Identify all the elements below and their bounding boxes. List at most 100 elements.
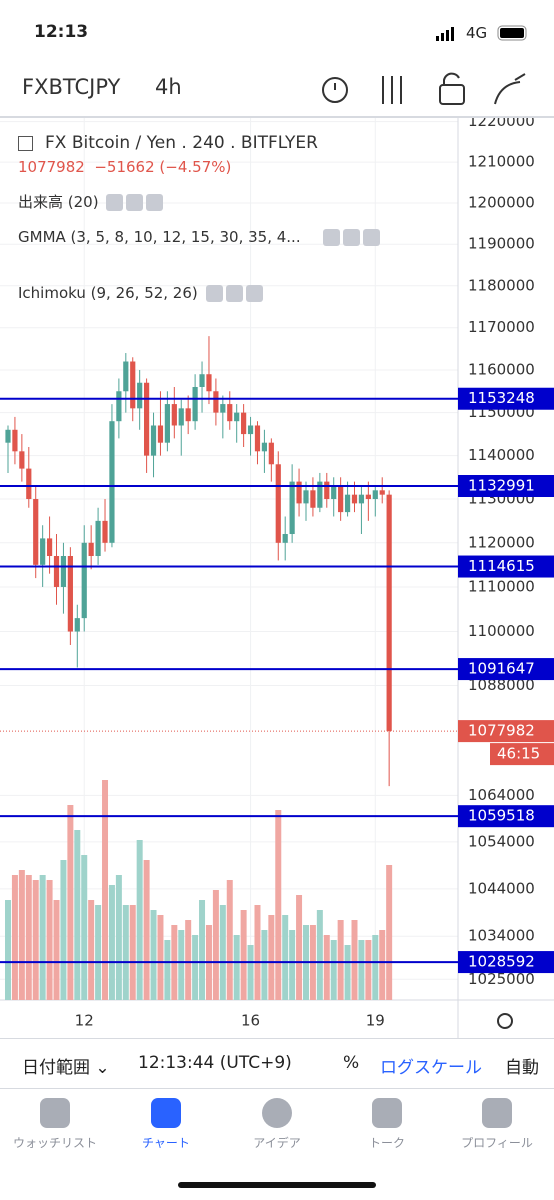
candle-body [144, 382, 150, 456]
candle-body [261, 442, 268, 452]
legend-price: 1077982 [18, 158, 85, 176]
volume-bar [185, 920, 192, 1000]
volume-bar [219, 905, 226, 1000]
volume-bar [199, 900, 206, 1000]
candle-body [296, 481, 302, 504]
last-price-label: 1077982 [468, 722, 535, 740]
tab-label: アイデア [253, 1136, 301, 1150]
candle-body [102, 520, 108, 543]
volume-bar [192, 935, 199, 1000]
volume-bar [164, 940, 171, 1000]
volume-bar [372, 935, 379, 1000]
candle-body [5, 429, 11, 443]
candle-body [247, 425, 254, 435]
volume-bar [226, 880, 233, 1000]
volume-bar [386, 865, 393, 1000]
candle-body [60, 556, 67, 587]
volume-bar [129, 905, 136, 1000]
volume-bar [46, 880, 53, 1000]
tab[interactable]: プロフィール [442, 1098, 552, 1151]
candle-body [365, 494, 371, 500]
volume-bar [316, 910, 323, 1000]
candle-body [338, 485, 344, 513]
candle-body [372, 490, 378, 500]
volume-bar [81, 855, 88, 1000]
volume-bar [53, 900, 60, 1000]
tab[interactable]: トーク [332, 1098, 442, 1151]
date-range[interactable]: 日付範囲 ⌄ [22, 1058, 110, 1078]
volume-bar [296, 895, 303, 1000]
candle-body [157, 425, 164, 443]
level-label: 1114615 [468, 557, 535, 575]
volume-bar [351, 920, 358, 1000]
symbol[interactable]: FXBTCJPY [22, 75, 121, 99]
divider [0, 1038, 554, 1039]
candle-body [351, 494, 358, 504]
legend-title: FX Bitcoin / Yen . 240 . BITFLYER [18, 133, 318, 153]
y-tick-label: 1170000 [468, 318, 535, 336]
tab[interactable]: ウォッチリスト [0, 1098, 110, 1151]
indicator[interactable]: 出来高 (20) [18, 191, 164, 212]
tab[interactable]: アイデア [222, 1098, 332, 1151]
candle-body [310, 490, 316, 508]
tab[interactable]: チャート [111, 1098, 221, 1151]
y-tick-label: 1190000 [468, 235, 535, 253]
settings-icon [497, 1013, 513, 1029]
indicator[interactable]: Ichimoku (9, 26, 52, 26) [18, 284, 263, 302]
header-icons[interactable] [315, 70, 535, 110]
candle-body [130, 361, 136, 409]
candle-body [324, 481, 330, 500]
percent-toggle[interactable]: % [343, 1053, 360, 1073]
candle-body [379, 490, 385, 495]
volume-bar [11, 875, 18, 1000]
x-tick-label: 12 [75, 1012, 94, 1030]
candle-body [74, 618, 80, 632]
candle-body [33, 499, 39, 565]
volume-bar [60, 860, 67, 1000]
candle-body [123, 361, 129, 392]
volume-bar [143, 860, 150, 1000]
last-price-bg [458, 720, 554, 743]
auto-toggle[interactable]: 自動 [505, 1058, 539, 1078]
volume-bar [330, 940, 337, 1000]
legend-interval: 240 [192, 133, 225, 153]
legend-change: −51662 (−4.57%) [94, 158, 232, 176]
volume-bar [233, 935, 240, 1000]
volume-bar [102, 780, 109, 1000]
candle-body [227, 404, 233, 422]
volume-bar [88, 900, 95, 1000]
y-tick-label: 1210000 [468, 153, 535, 171]
tab-label: トーク [368, 1136, 405, 1150]
volume-bar [178, 930, 185, 1000]
chart[interactable]: 1220000 1210000 1200000 1190000 1180000 11700… [0, 118, 554, 1038]
volume-bar [39, 875, 46, 1000]
candle-body [282, 534, 288, 543]
y-tick-label: 1120000 [468, 533, 535, 551]
candle-body [178, 408, 184, 426]
candle-body [303, 490, 309, 504]
log-toggle[interactable]: ログスケール [380, 1058, 482, 1078]
legend-exchange: BITFLYER [240, 133, 318, 153]
level-label: 1091647 [468, 660, 535, 678]
y-tick-label: 1180000 [468, 276, 535, 294]
volume-bar [18, 870, 25, 1000]
candle-body [67, 556, 73, 632]
volume-bar [289, 930, 296, 1000]
candle-body [241, 412, 247, 435]
level-label: 1059518 [468, 807, 535, 825]
interval[interactable]: 4h [155, 75, 182, 99]
level-label: 1153248 [468, 389, 535, 407]
candle-body [81, 542, 87, 619]
level-label-bg [458, 951, 554, 974]
candle-body [109, 421, 115, 543]
volume-bar [358, 940, 365, 1000]
indicator-label: 出来高 (20) [18, 193, 99, 211]
status-network: 4G [466, 24, 488, 42]
indicator-label: GMMA (3, 5, 8, 10, 12, 15, 30, 35, 4... [18, 228, 301, 246]
candle-body [386, 494, 392, 732]
indicator[interactable]: GMMA (3, 5, 8, 10, 12, 15, 30, 35, 4... [18, 228, 381, 246]
candle-body [358, 494, 365, 504]
legend-name: FX Bitcoin / Yen [45, 133, 177, 153]
candle-body [53, 556, 60, 587]
